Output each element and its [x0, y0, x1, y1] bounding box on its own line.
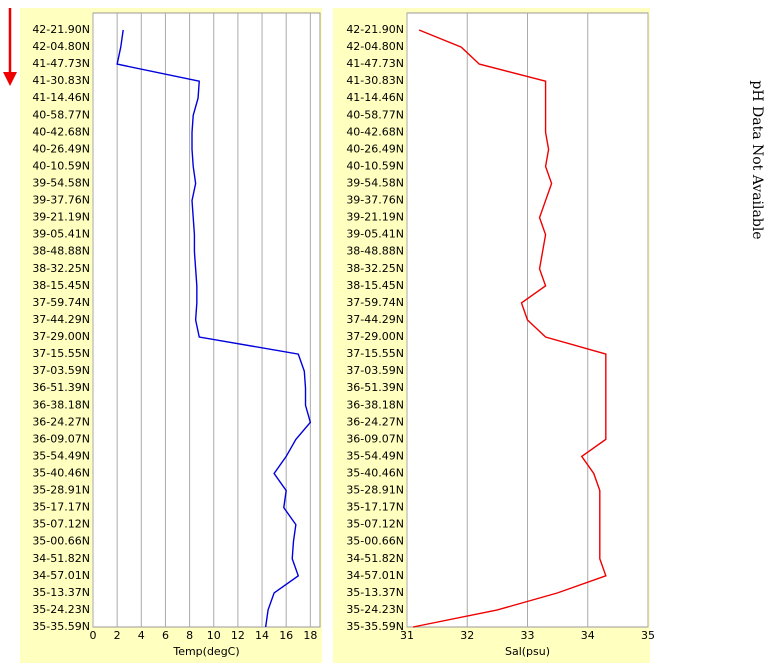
y-tick-label: 36-09.07N [346, 432, 404, 445]
y-tick-label: 40-10.59N [346, 159, 404, 172]
y-tick-label: 38-48.88N [346, 245, 404, 258]
y-tick-label: 38-15.45N [32, 279, 90, 292]
y-tick-label: 36-24.27N [346, 415, 404, 428]
y-tick-label: 39-05.41N [32, 228, 90, 241]
x-tick-label: 8 [186, 629, 193, 642]
y-tick-label: 41-30.83N [32, 74, 90, 87]
y-tick-label: 35-35.59N [32, 620, 90, 633]
x-tick-label: 6 [162, 629, 169, 642]
data-line [412, 29, 607, 628]
ph-note: pH Data Not Available [749, 80, 765, 239]
y-tick-label: 39-37.76N [32, 194, 90, 207]
y-tick-label: 35-40.46N [32, 466, 90, 479]
y-tick-label: 40-58.77N [346, 108, 404, 121]
y-tick-label: 35-28.91N [32, 484, 90, 497]
y-tick-label: 42-21.90N [32, 23, 90, 36]
y-tick-label: 42-04.80N [32, 40, 90, 53]
y-tick-label: 34-51.82N [32, 552, 90, 565]
y-tick-label: 35-54.49N [346, 449, 404, 462]
y-tick-label: 35-07.12N [32, 518, 90, 531]
x-tick-label: 34 [581, 629, 595, 642]
y-tick-label: 35-40.46N [346, 466, 404, 479]
y-tick-label: 36-09.07N [32, 432, 90, 445]
x-tick-label: 18 [303, 629, 317, 642]
y-tick-label: 35-17.17N [346, 501, 404, 514]
y-tick-label: 41-30.83N [346, 74, 404, 87]
y-tick-label: 38-32.25N [346, 262, 404, 275]
x-tick-label: 2 [114, 629, 121, 642]
y-tick-label: 38-48.88N [32, 245, 90, 258]
y-tick-label: 35-13.37N [346, 586, 404, 599]
x-tick-label: 4 [138, 629, 145, 642]
y-tick-label: 38-32.25N [32, 262, 90, 275]
y-tick-label: 41-14.46N [346, 91, 404, 104]
y-tick-label: 37-59.74N [32, 296, 90, 309]
y-tick-label: 35-28.91N [346, 484, 404, 497]
y-tick-label: 40-26.49N [32, 142, 90, 155]
y-tick-label: 41-47.73N [346, 57, 404, 70]
y-tick-label: 40-26.49N [346, 142, 404, 155]
y-tick-label: 34-57.01N [346, 569, 404, 582]
x-tick-label: 31 [400, 629, 414, 642]
y-tick-label: 35-17.17N [32, 501, 90, 514]
x-axis-title: Sal(psu) [505, 645, 550, 658]
y-tick-label: 35-24.23N [32, 603, 90, 616]
y-tick-label: 41-14.46N [32, 91, 90, 104]
y-tick-label: 35-00.66N [32, 535, 90, 548]
y-tick-label: 35-54.49N [32, 449, 90, 462]
y-tick-label: 38-15.45N [346, 279, 404, 292]
x-tick-label: 32 [460, 629, 474, 642]
y-tick-label: 35-07.12N [346, 518, 404, 531]
arrow-head [3, 72, 17, 86]
y-tick-label: 37-15.55N [346, 347, 404, 360]
y-tick-label: 36-38.18N [32, 398, 90, 411]
y-tick-label: 36-24.27N [32, 415, 90, 428]
y-tick-label: 41-47.73N [32, 57, 90, 70]
y-tick-label: 36-51.39N [32, 381, 90, 394]
y-tick-label: 39-54.58N [32, 177, 90, 190]
x-tick-label: 12 [231, 629, 245, 642]
y-tick-label: 37-03.59N [32, 364, 90, 377]
y-tick-label: 37-44.29N [32, 313, 90, 326]
y-tick-label: 39-37.76N [346, 194, 404, 207]
y-tick-label: 34-57.01N [32, 569, 90, 582]
y-tick-label: 42-21.90N [346, 23, 404, 36]
y-tick-label: 39-05.41N [346, 228, 404, 241]
y-tick-label: 37-15.55N [32, 347, 90, 360]
y-tick-label: 39-21.19N [32, 211, 90, 224]
y-tick-label: 36-38.18N [346, 398, 404, 411]
plot-area [92, 12, 321, 628]
y-tick-label: 37-03.59N [346, 364, 404, 377]
y-tick-label: 35-24.23N [346, 603, 404, 616]
y-tick-label: 40-10.59N [32, 159, 90, 172]
data-line [116, 29, 312, 628]
y-tick-label: 35-00.66N [346, 535, 404, 548]
y-tick-label: 35-35.59N [346, 620, 404, 633]
y-tick-label: 42-04.80N [346, 40, 404, 53]
y-tick-label: 40-58.77N [32, 108, 90, 121]
x-tick-label: 35 [641, 629, 655, 642]
y-tick-label: 37-59.74N [346, 296, 404, 309]
x-tick-label: 0 [90, 629, 97, 642]
y-tick-label: 36-51.39N [346, 381, 404, 394]
y-tick-label: 39-54.58N [346, 177, 404, 190]
x-axis-title: Temp(degC) [172, 645, 239, 658]
x-tick-label: 33 [521, 629, 535, 642]
y-tick-label: 37-29.00N [346, 330, 404, 343]
y-tick-label: 40-42.68N [32, 125, 90, 138]
x-tick-label: 10 [207, 629, 221, 642]
y-tick-label: 35-13.37N [32, 586, 90, 599]
x-tick-label: 14 [255, 629, 269, 642]
y-tick-label: 37-29.00N [32, 330, 90, 343]
y-tick-label: 37-44.29N [346, 313, 404, 326]
x-tick-label: 16 [279, 629, 293, 642]
y-tick-label: 39-21.19N [346, 211, 404, 224]
y-tick-label: 34-51.82N [346, 552, 404, 565]
y-tick-label: 40-42.68N [346, 125, 404, 138]
